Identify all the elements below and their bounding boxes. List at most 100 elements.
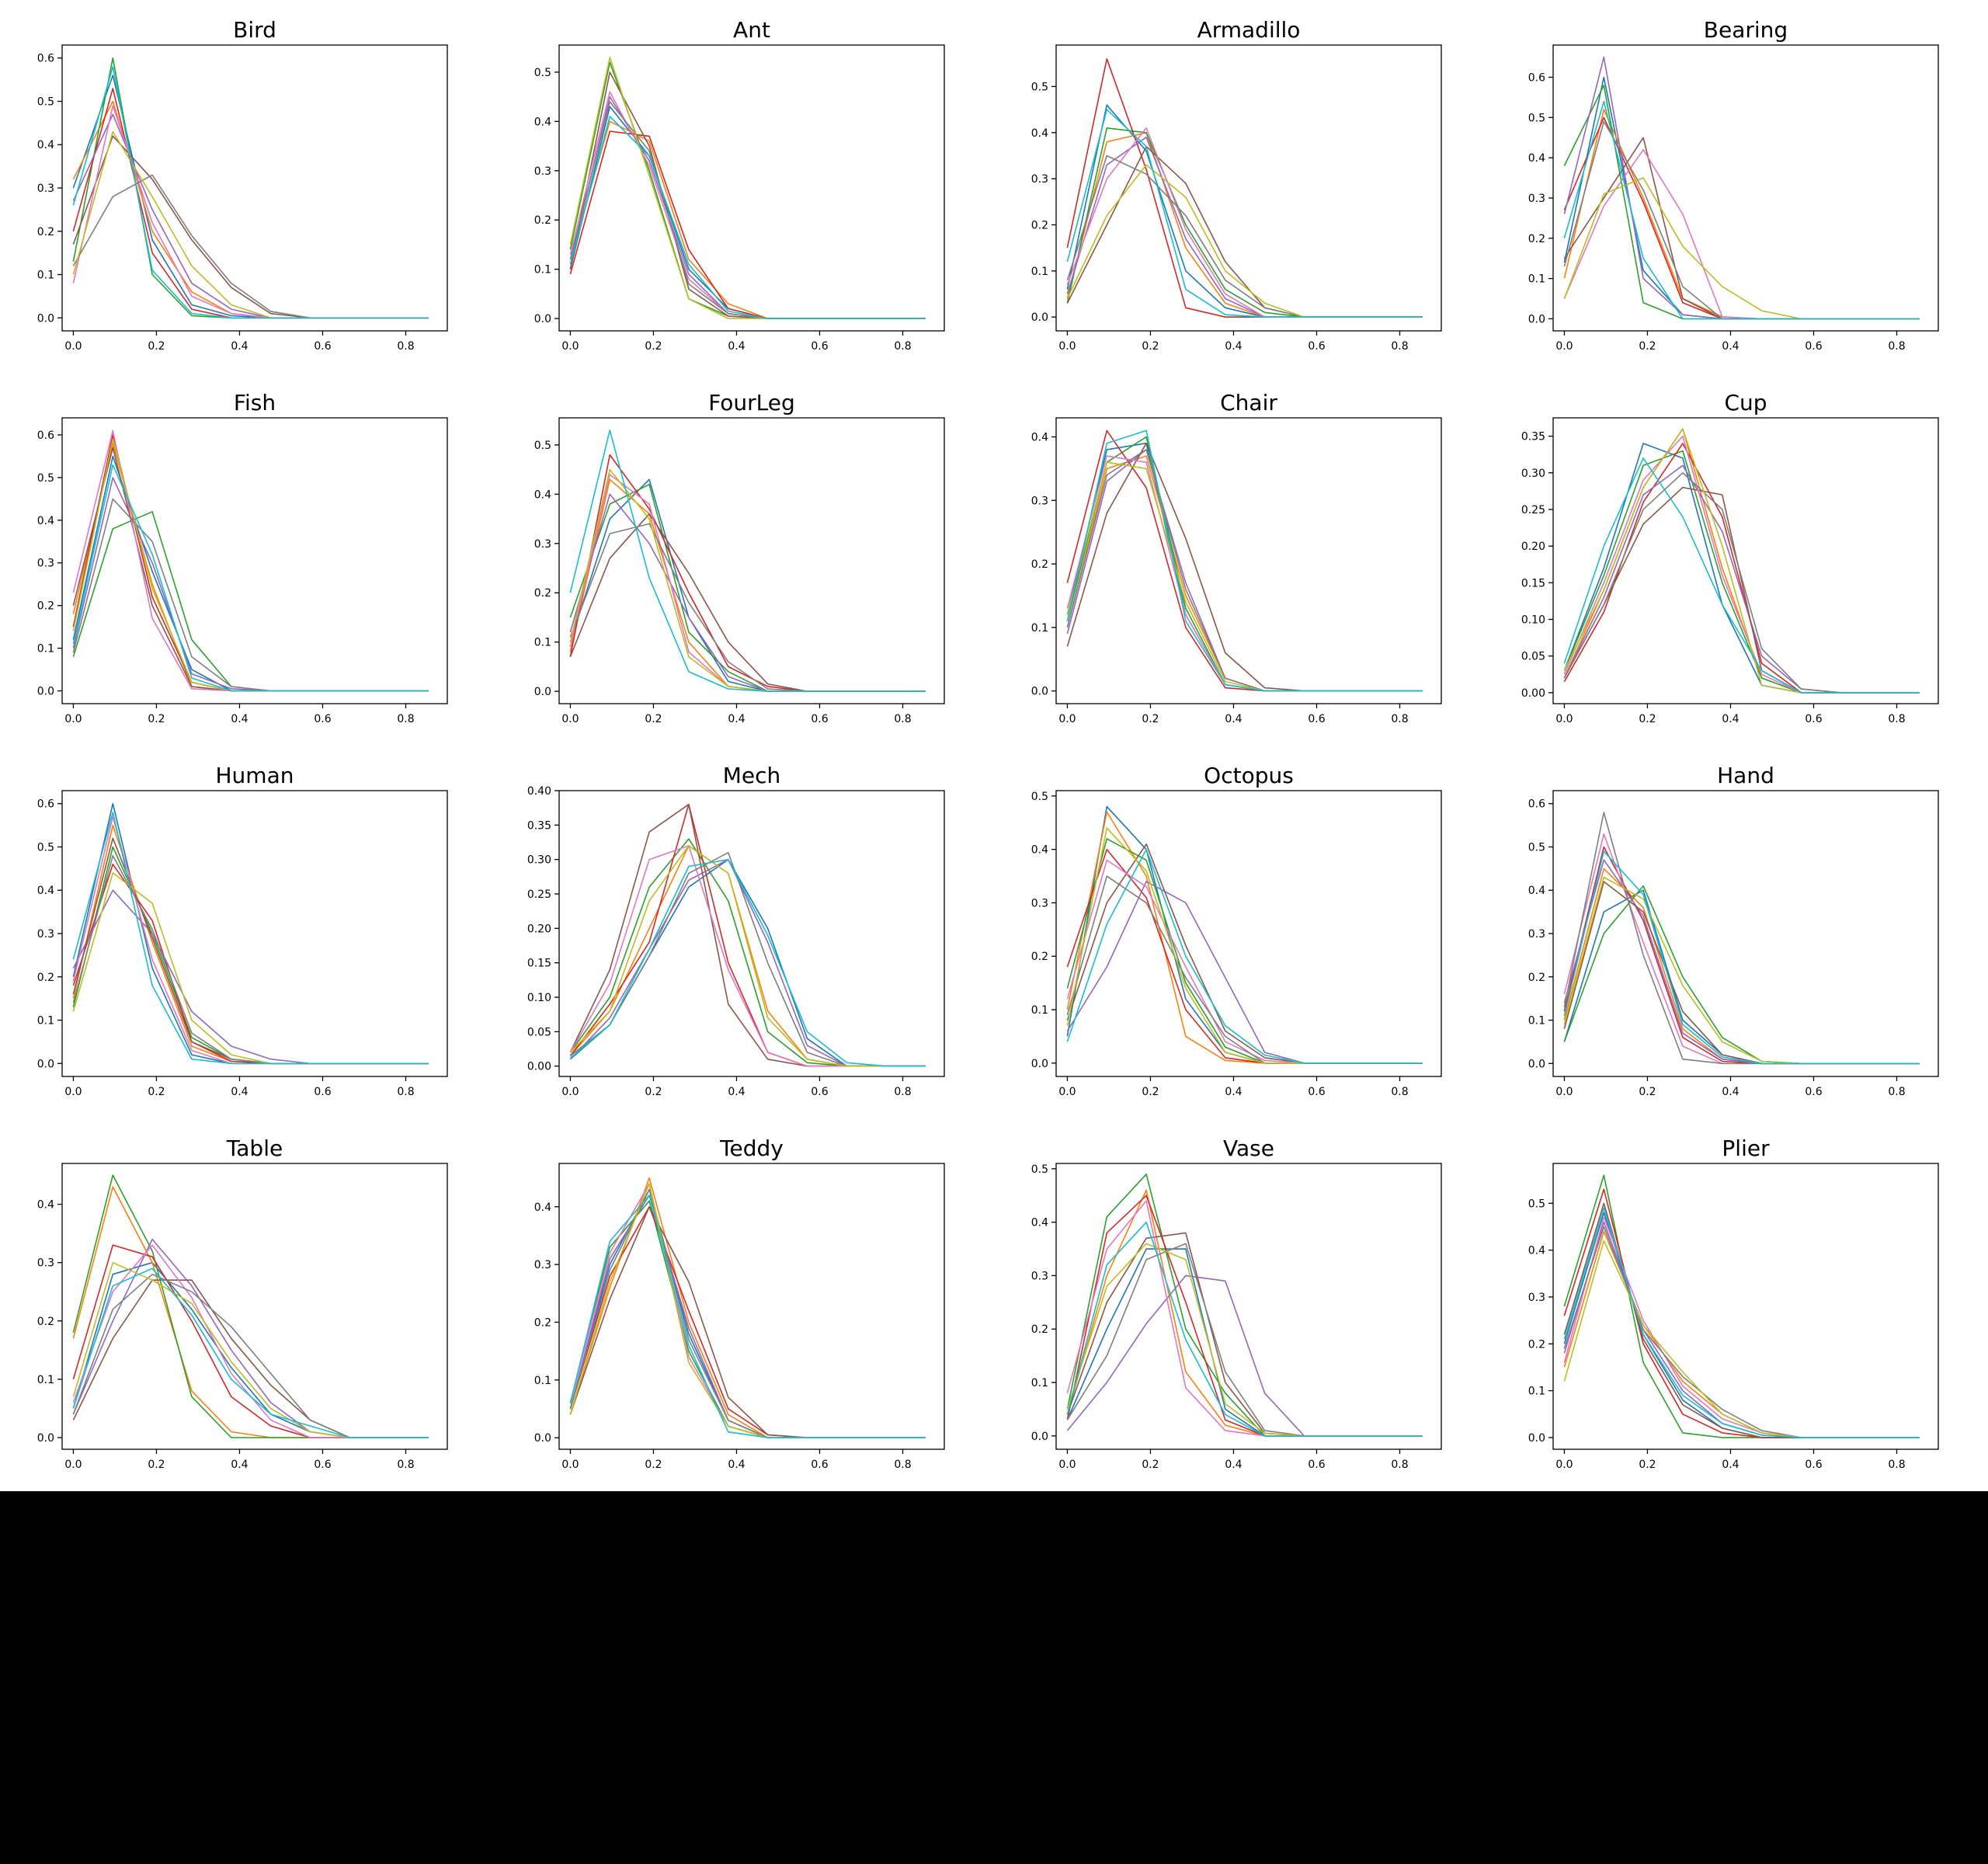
y-tick-label: 0.4 bbox=[534, 116, 551, 128]
y-tick-label: 0.4 bbox=[1031, 844, 1048, 857]
x-tick-label: 0.0 bbox=[1555, 340, 1573, 353]
axes-frame bbox=[1055, 1163, 1442, 1450]
x-tick-label: 0.2 bbox=[1639, 1459, 1656, 1471]
series-line bbox=[1563, 457, 1920, 694]
y-tick-label: 0.05 bbox=[527, 1026, 551, 1038]
y-tick-label: 0.5 bbox=[1528, 1198, 1545, 1210]
x-tick-label: 0.0 bbox=[64, 340, 82, 353]
series-line bbox=[72, 1268, 429, 1438]
x-tick-label: 0.6 bbox=[1805, 1459, 1822, 1471]
series-line bbox=[569, 116, 926, 319]
subplot-plier: Plier 0.0 0.2 0.4 0.6 0.8 0.0 0.1 0.2 0.3 0.4 0.5 bbox=[1528, 1135, 1939, 1471]
subplot-table: Table 0.0 0.2 0.4 0.6 0.8 0.0 0.1 0.2 0.3 0.4 bbox=[37, 1135, 448, 1471]
series-line bbox=[1066, 109, 1423, 318]
y-tick-label: 0.0 bbox=[534, 1432, 551, 1445]
x-tick-label: 0.8 bbox=[1888, 713, 1905, 725]
bottom-band bbox=[0, 1491, 1988, 1864]
x-tick-label: 0.0 bbox=[1555, 1459, 1573, 1471]
x-tick-label: 0.6 bbox=[314, 340, 331, 353]
y-tick-label: 0.2 bbox=[534, 1316, 551, 1329]
x-tick-label: 0.8 bbox=[1391, 713, 1408, 725]
panel-title: FourLeg bbox=[708, 390, 795, 416]
panel-title: Bird bbox=[233, 17, 276, 43]
y-tick-label: 0.3 bbox=[1528, 193, 1545, 205]
y-tick-label: 0.00 bbox=[1521, 687, 1545, 700]
x-tick-label: 0.0 bbox=[561, 1086, 579, 1098]
x-tick-label: 0.0 bbox=[561, 1459, 579, 1471]
y-tick-label: 0.2 bbox=[37, 972, 54, 984]
series-line bbox=[72, 812, 429, 1065]
x-tick-label: 0.6 bbox=[1308, 1459, 1325, 1471]
y-tick-label: 0.25 bbox=[1521, 504, 1545, 516]
subplot-mech: Mech 0.0 0.2 0.4 0.6 0.8 0.00 0.05 0.10 0.15 0.20 0… bbox=[527, 763, 945, 1098]
x-tick-label: 0.8 bbox=[1888, 1459, 1905, 1471]
series-line bbox=[569, 1195, 926, 1438]
x-tick-label: 0.8 bbox=[1391, 340, 1408, 353]
y-tick-label: 0.5 bbox=[534, 440, 551, 452]
y-tick-label: 0.1 bbox=[534, 637, 551, 649]
y-tick-label: 0.2 bbox=[1031, 951, 1048, 963]
y-tick-label: 0.35 bbox=[1521, 431, 1545, 443]
x-tick-label: 0.4 bbox=[1225, 1459, 1242, 1471]
x-tick-label: 0.0 bbox=[1555, 1086, 1573, 1098]
panel-title: Teddy bbox=[719, 1135, 784, 1161]
y-tick-label: 0.0 bbox=[37, 1432, 54, 1445]
y-tick-label: 0.30 bbox=[1521, 468, 1545, 480]
x-tick-label: 0.2 bbox=[148, 340, 165, 353]
x-tick-label: 0.6 bbox=[1805, 1086, 1822, 1098]
y-tick-label: 0.1 bbox=[534, 264, 551, 276]
x-tick-label: 0.4 bbox=[728, 340, 745, 353]
y-tick-label: 0.3 bbox=[534, 165, 551, 178]
y-tick-label: 0.4 bbox=[1528, 1245, 1545, 1257]
y-tick-label: 0.1 bbox=[1528, 1386, 1545, 1398]
x-tick-label: 0.4 bbox=[728, 1459, 745, 1471]
y-tick-label: 0.1 bbox=[37, 1374, 54, 1386]
y-tick-label: 0.0 bbox=[1528, 1432, 1545, 1445]
x-tick-label: 0.2 bbox=[1639, 713, 1656, 725]
y-tick-label: 0.4 bbox=[1031, 432, 1048, 444]
y-tick-label: 0.4 bbox=[37, 1199, 54, 1212]
x-tick-label: 0.0 bbox=[1555, 713, 1573, 725]
y-tick-label: 0.0 bbox=[1528, 313, 1545, 325]
y-tick-label: 0.1 bbox=[1528, 1015, 1545, 1028]
series-line bbox=[72, 66, 429, 319]
y-tick-label: 0.0 bbox=[1031, 311, 1048, 324]
axes-frame bbox=[61, 790, 448, 1077]
panel-title: Hand bbox=[1717, 763, 1774, 788]
y-tick-label: 0.6 bbox=[37, 798, 54, 811]
x-tick-label: 0.0 bbox=[1058, 1086, 1076, 1098]
y-tick-label: 0.5 bbox=[1031, 791, 1048, 803]
x-tick-label: 0.0 bbox=[1058, 1459, 1076, 1471]
y-tick-label: 0.3 bbox=[37, 558, 54, 570]
x-tick-label: 0.6 bbox=[1805, 713, 1822, 725]
x-tick-label: 0.4 bbox=[231, 1459, 248, 1471]
y-tick-label: 0.2 bbox=[1031, 219, 1048, 231]
y-tick-label: 0.0 bbox=[37, 686, 54, 698]
subplot-human: Human 0.0 0.2 0.4 0.6 0.8 0.0 0.1 0.2 0.3 0.4 0.5 0.… bbox=[37, 763, 448, 1098]
y-tick-label: 0.4 bbox=[37, 515, 54, 527]
x-tick-label: 0.0 bbox=[64, 713, 82, 725]
y-tick-label: 0.3 bbox=[1031, 897, 1048, 909]
y-tick-label: 0.6 bbox=[37, 53, 54, 65]
chart-grid: Bird 0.0 0.2 0.4 0.6 0.8 0.0 0.1 0.2 0.3 0.4 0.5 0.6… bbox=[37, 17, 1939, 1471]
x-tick-label: 0.6 bbox=[1308, 713, 1325, 725]
x-tick-label: 0.6 bbox=[314, 1459, 331, 1471]
y-tick-label: 0.0 bbox=[534, 686, 551, 698]
y-tick-label: 0.1 bbox=[37, 643, 54, 656]
y-tick-label: 0.2 bbox=[1528, 1338, 1545, 1351]
y-tick-label: 0.1 bbox=[1031, 266, 1048, 278]
y-tick-label: 0.0 bbox=[37, 312, 54, 325]
axes-frame bbox=[558, 1163, 945, 1450]
y-tick-label: 0.10 bbox=[527, 992, 551, 1004]
axes-frame bbox=[558, 417, 945, 704]
y-tick-label: 0.3 bbox=[37, 1257, 54, 1270]
panel-title: Vase bbox=[1223, 1135, 1274, 1161]
y-tick-label: 0.6 bbox=[37, 429, 54, 442]
axes-frame bbox=[61, 1163, 448, 1450]
x-tick-label: 0.6 bbox=[811, 1459, 828, 1471]
axes-frame bbox=[61, 417, 448, 704]
y-tick-label: 0.10 bbox=[1521, 614, 1545, 626]
y-tick-label: 0.30 bbox=[527, 854, 551, 867]
y-tick-label: 0.5 bbox=[37, 96, 54, 108]
x-tick-label: 0.0 bbox=[64, 1459, 82, 1471]
